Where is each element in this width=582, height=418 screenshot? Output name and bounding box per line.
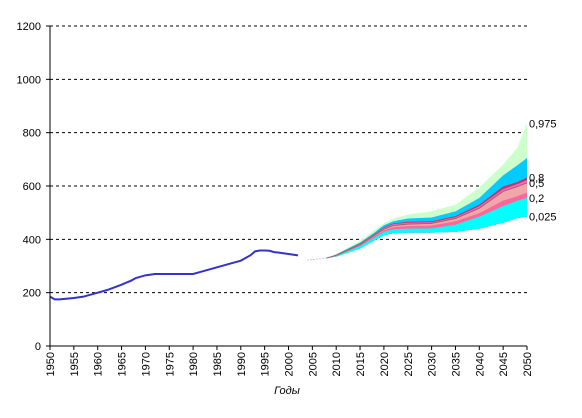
x-tick-label: 2005 <box>307 352 319 376</box>
x-tick-label: 1955 <box>69 352 81 376</box>
y-tick-label: 800 <box>23 128 41 140</box>
quantile-label: 0,025 <box>529 212 557 224</box>
gridlines <box>50 25 527 294</box>
x-tick-label: 2030 <box>427 352 439 376</box>
quantile-label: 0,8 <box>529 172 544 184</box>
x-tick-label: 1960 <box>93 352 105 376</box>
tick-labels: 0 200 400 600 800 1000 1200 1950 1955 1960 1965 197… <box>17 21 534 376</box>
quantile-label: 0,975 <box>529 118 557 130</box>
x-tick-label: 2050 <box>522 352 534 376</box>
series-lines <box>49 182 528 301</box>
historical-line <box>49 249 299 301</box>
x-tick-label: 2045 <box>498 352 510 376</box>
y-tick-label: 1000 <box>17 74 41 86</box>
quantile-label: 0,2 <box>529 193 544 205</box>
y-tick-label: 200 <box>23 288 41 300</box>
x-tick-label: 1980 <box>188 352 200 376</box>
quantile-band <box>326 198 527 258</box>
y-tick-label: 0 <box>35 341 41 353</box>
x-tick-label: 2040 <box>474 352 486 376</box>
x-tick-label: 2020 <box>379 352 391 376</box>
quantile-label: 0,5 <box>529 178 544 190</box>
x-tick-label: 2000 <box>284 352 296 376</box>
x-tick-label: 1970 <box>140 352 152 376</box>
quantile-bands <box>326 123 527 258</box>
x-tick-label: 1990 <box>236 352 248 376</box>
x-axis-title: Годы <box>274 385 300 397</box>
x-tick-label: 1985 <box>212 352 224 376</box>
y-tick-label: 1200 <box>17 21 41 33</box>
x-tick-label: 2010 <box>331 352 343 376</box>
x-tick-label: 2035 <box>450 352 462 376</box>
y-tick-label: 400 <box>23 234 41 246</box>
y-tick-label: 600 <box>23 181 41 193</box>
x-tick-label: 1965 <box>117 352 129 376</box>
x-tick-label: 1995 <box>260 352 272 376</box>
projection-gap-line <box>307 257 327 261</box>
x-tick-label: 1975 <box>164 352 176 376</box>
x-tick-label: 1950 <box>45 352 57 376</box>
x-tick-label: 2025 <box>403 352 415 376</box>
axes <box>46 25 528 350</box>
x-tick-label: 2015 <box>355 352 367 376</box>
quantile-labels: 0,975 0,80,5 0,2 0,025 <box>529 118 557 223</box>
median-line <box>326 182 528 259</box>
